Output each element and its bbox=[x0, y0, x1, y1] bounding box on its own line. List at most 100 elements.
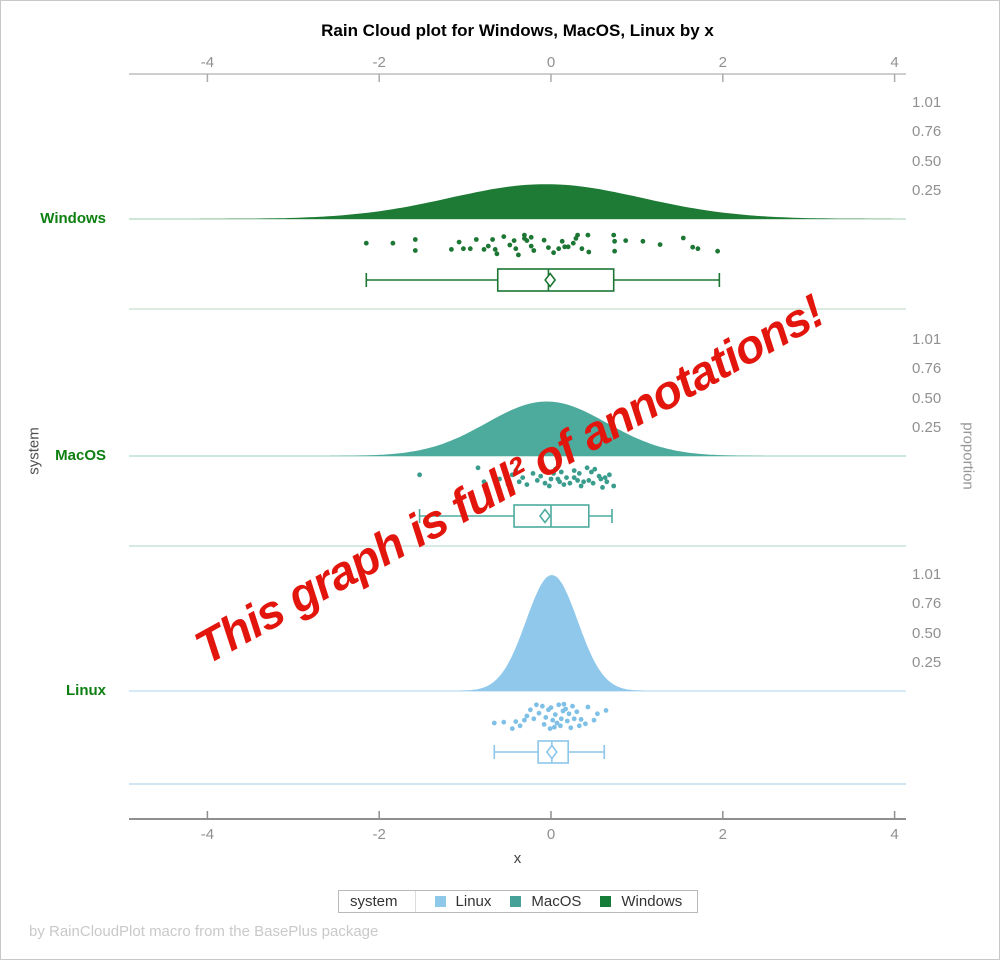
rain-point bbox=[595, 711, 600, 717]
rain-point bbox=[564, 475, 569, 480]
rain-point bbox=[561, 701, 567, 707]
rain-point bbox=[541, 237, 547, 243]
y-axis-title: system bbox=[25, 427, 43, 475]
rain-point bbox=[548, 476, 554, 482]
rain-point bbox=[611, 483, 617, 489]
rain-points-linux bbox=[491, 701, 609, 731]
rain-point bbox=[602, 475, 608, 480]
rain-point bbox=[520, 475, 526, 480]
rain-point bbox=[412, 237, 418, 242]
rain-point bbox=[546, 483, 552, 489]
rain-point bbox=[566, 711, 572, 717]
rain-point bbox=[611, 232, 617, 238]
rain-point bbox=[575, 478, 580, 483]
rain-point bbox=[505, 482, 511, 487]
rain-point bbox=[570, 240, 576, 246]
legend-label: Linux bbox=[455, 893, 492, 910]
category-label-macos: MacOS bbox=[55, 447, 106, 464]
rain-point bbox=[591, 717, 597, 723]
rain-point bbox=[561, 482, 567, 487]
rain-point bbox=[509, 472, 515, 478]
rain-point bbox=[578, 483, 584, 489]
rain-point bbox=[542, 480, 548, 486]
rain-point bbox=[715, 248, 720, 254]
chart-title: Rain Cloud plot for Windows, MacOS, Linu… bbox=[321, 21, 714, 40]
rain-point bbox=[581, 479, 586, 485]
rain-point bbox=[509, 726, 515, 731]
rain-point bbox=[565, 244, 571, 250]
rain-point bbox=[390, 240, 396, 246]
legend-swatch-macos bbox=[510, 896, 522, 907]
rain-point bbox=[564, 718, 570, 724]
rain-point bbox=[412, 248, 418, 253]
legend-swatch-windows bbox=[600, 896, 612, 907]
proportion-tick-label: 0.50 bbox=[912, 625, 941, 642]
mean-diamond bbox=[545, 744, 558, 760]
legend: system Linux MacOS Windows bbox=[338, 890, 698, 913]
rain-point bbox=[528, 234, 534, 240]
rain-point bbox=[507, 242, 513, 248]
boxplot-linux bbox=[493, 740, 606, 764]
category-label-linux: Linux bbox=[66, 682, 106, 699]
rain-point bbox=[531, 716, 537, 722]
rain-point bbox=[541, 722, 547, 727]
rain-point bbox=[550, 717, 556, 723]
rain-point bbox=[513, 719, 519, 724]
rain-point bbox=[552, 712, 558, 717]
rain-point bbox=[589, 469, 594, 475]
density-cloud-linux bbox=[459, 575, 645, 691]
rain-point bbox=[534, 702, 539, 708]
x-axis-top-tick-label: -2 bbox=[373, 54, 386, 71]
x-axis-bottom-tick-label: 0 bbox=[547, 826, 555, 843]
x-axis-bottom-tick-label: 4 bbox=[890, 826, 898, 843]
rain-point bbox=[557, 479, 562, 485]
legend-divider bbox=[414, 891, 416, 912]
footer-credit: by RainCloudPlot macro from the BasePlus… bbox=[29, 923, 379, 940]
rain-point bbox=[530, 471, 536, 476]
rain-point bbox=[623, 238, 629, 244]
rain-point bbox=[568, 725, 574, 731]
mean-diamond bbox=[544, 272, 557, 288]
rain-point bbox=[517, 723, 523, 729]
rain-point bbox=[497, 476, 502, 482]
rain-point bbox=[558, 469, 564, 475]
boxplot-macos bbox=[418, 504, 613, 528]
mean-diamond bbox=[538, 508, 551, 524]
proportion-tick-label: 0.76 bbox=[912, 595, 941, 612]
rain-point bbox=[576, 723, 582, 729]
rain-point bbox=[640, 238, 646, 244]
rain-point bbox=[522, 232, 527, 238]
legend-title: system bbox=[350, 893, 398, 910]
x-axis-top-tick-label: 2 bbox=[719, 54, 727, 71]
proportion-tick-label: 0.76 bbox=[912, 123, 941, 140]
rain-point bbox=[528, 243, 534, 249]
rain-point bbox=[562, 244, 568, 250]
rain-point bbox=[524, 482, 530, 487]
rain-point bbox=[511, 238, 517, 244]
rain-point bbox=[538, 473, 544, 479]
legend-swatch-linux bbox=[434, 896, 446, 907]
rain-points-macos bbox=[417, 465, 617, 490]
rain-point bbox=[485, 243, 491, 249]
rain-point bbox=[540, 703, 545, 709]
rain-point bbox=[592, 466, 598, 472]
y2-axis-title: proportion bbox=[959, 422, 977, 490]
rain-point bbox=[547, 726, 553, 731]
x-axis-bottom-tick-label: -4 bbox=[201, 826, 214, 843]
legend-label: MacOS bbox=[531, 893, 582, 910]
proportion-tick-label: 0.50 bbox=[912, 390, 941, 407]
rain-point bbox=[513, 468, 519, 473]
category-label-windows: Windows bbox=[40, 210, 106, 227]
rain-points-windows bbox=[363, 232, 720, 258]
rain-point bbox=[585, 232, 591, 238]
legend-item-linux: Linux bbox=[434, 893, 492, 910]
rain-point bbox=[584, 465, 590, 471]
rain-point bbox=[578, 717, 584, 722]
rain-point bbox=[501, 234, 507, 240]
x-axis-title: x bbox=[514, 850, 522, 867]
rain-point bbox=[490, 237, 495, 242]
rain-point bbox=[600, 485, 605, 490]
rain-point bbox=[579, 246, 585, 252]
x-axis-top-tick-label: 4 bbox=[890, 54, 898, 71]
